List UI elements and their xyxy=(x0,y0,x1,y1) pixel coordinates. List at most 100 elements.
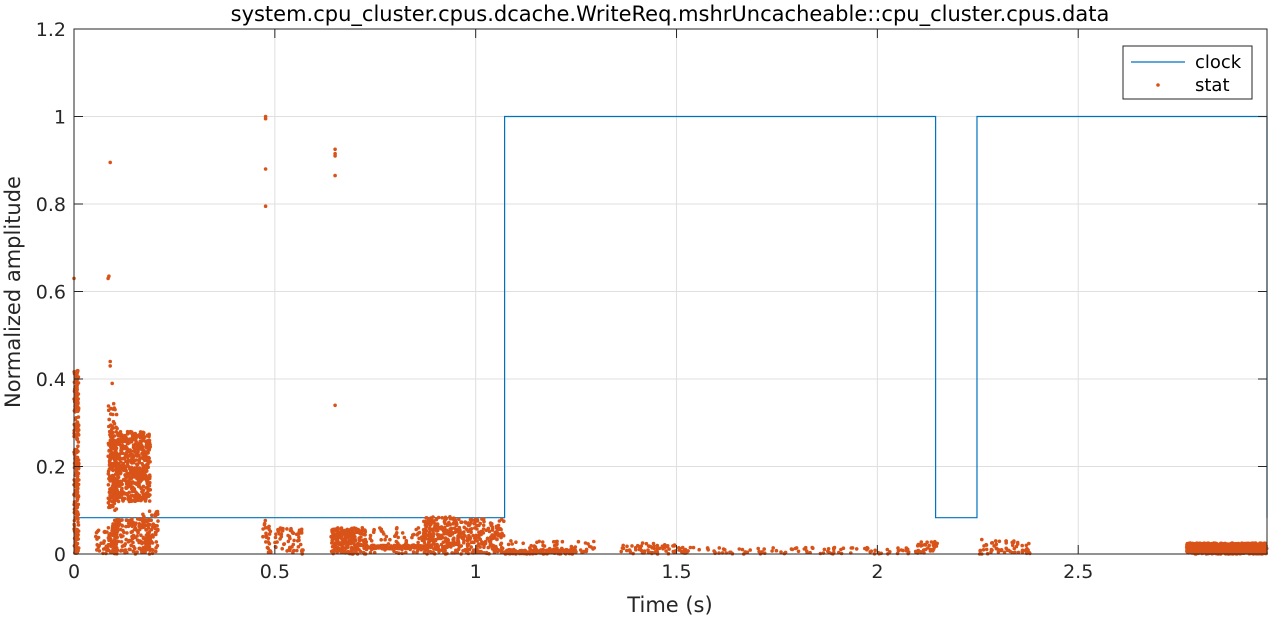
stat-point xyxy=(129,460,133,465)
stat-point xyxy=(472,522,477,526)
stat-point xyxy=(482,543,486,548)
stat-point xyxy=(138,476,143,481)
stat-point xyxy=(121,438,125,443)
stat-point xyxy=(374,544,379,549)
stat-point xyxy=(280,529,284,533)
stat-point xyxy=(108,538,112,542)
stat-point xyxy=(333,173,337,178)
stat-point xyxy=(532,544,537,548)
stat-point xyxy=(125,518,129,523)
stat-point xyxy=(72,452,77,457)
stat-point xyxy=(129,493,134,498)
stat-point xyxy=(76,517,80,522)
stat-point xyxy=(497,519,502,523)
stat-point xyxy=(691,545,696,550)
stat-point xyxy=(76,482,81,487)
stat-point xyxy=(348,538,352,542)
stat-point xyxy=(96,528,101,533)
stat-point xyxy=(123,439,128,444)
stat-point xyxy=(109,430,114,435)
stat-point xyxy=(1258,541,1262,545)
stat-point xyxy=(137,493,142,498)
stat-point xyxy=(925,540,929,544)
stat-point xyxy=(290,530,295,535)
stat-point xyxy=(1257,544,1261,549)
stat-point xyxy=(454,550,459,555)
stat-point xyxy=(1248,542,1253,547)
stat-point xyxy=(811,546,815,550)
stat-point xyxy=(106,404,111,408)
stat-point xyxy=(108,452,113,457)
stat-point xyxy=(490,522,494,526)
stat-point xyxy=(111,401,116,406)
stat-point xyxy=(75,544,79,549)
stat-point xyxy=(108,493,112,498)
stat-point xyxy=(832,546,836,550)
stat-point xyxy=(128,470,133,475)
stat-point xyxy=(1247,551,1252,556)
stat-point xyxy=(147,444,152,449)
stat-point xyxy=(333,403,337,408)
stat-point xyxy=(762,547,766,551)
stat-point xyxy=(465,543,470,547)
stat-point xyxy=(473,517,478,521)
stat-point xyxy=(275,540,279,544)
stat-point xyxy=(108,160,112,165)
stat-point xyxy=(134,521,138,525)
stat-point xyxy=(926,546,930,550)
stat-point xyxy=(481,523,486,528)
stat-point xyxy=(996,550,1001,554)
stat-point xyxy=(132,524,137,528)
stat-point xyxy=(740,547,745,552)
stat-point xyxy=(448,515,452,519)
stat-point xyxy=(521,541,525,546)
stat-point xyxy=(132,454,136,459)
stat-point xyxy=(111,454,115,459)
stat-point xyxy=(146,544,151,548)
stat-point xyxy=(980,537,984,542)
stat-point xyxy=(638,546,643,551)
stat-point xyxy=(475,527,479,531)
stat-point xyxy=(144,496,148,501)
stat-point xyxy=(400,551,405,556)
stat-point xyxy=(997,539,1002,544)
stat-point xyxy=(142,474,147,479)
stat-point xyxy=(351,547,356,552)
stat-point xyxy=(124,537,128,542)
stat-point xyxy=(147,509,152,513)
stat-point xyxy=(118,471,122,476)
stat-point xyxy=(642,549,647,553)
stat-point xyxy=(339,527,344,531)
stat-point xyxy=(935,541,939,546)
stat-point xyxy=(485,536,490,541)
stat-point xyxy=(337,531,342,536)
stat-point xyxy=(509,539,513,543)
stat-point xyxy=(487,529,492,534)
stat-point xyxy=(625,548,629,553)
stat-point xyxy=(351,537,355,541)
stat-point xyxy=(133,535,138,540)
stat-point xyxy=(457,534,462,539)
stat-point xyxy=(282,542,287,546)
stat-point xyxy=(416,540,420,545)
stat-point xyxy=(620,546,625,550)
stat-point xyxy=(430,544,434,549)
stat-point xyxy=(117,465,121,470)
stat-point xyxy=(931,547,936,551)
stat-point xyxy=(354,546,359,551)
stat-point xyxy=(116,442,121,447)
stat-point xyxy=(822,547,827,552)
stat-point xyxy=(463,520,468,524)
stat-point xyxy=(123,466,128,471)
stat-point xyxy=(481,527,486,531)
stat-point xyxy=(394,539,399,544)
stat-point xyxy=(72,399,77,404)
stat-point xyxy=(404,539,409,543)
stat-point xyxy=(295,539,300,543)
stat-point xyxy=(113,526,118,530)
stat-point xyxy=(141,535,146,540)
legend-box xyxy=(1122,45,1253,100)
stat-point xyxy=(145,540,149,544)
x-tick-labels: 0 0.5 1 1.5 2 2.5 xyxy=(68,561,1093,583)
stat-point xyxy=(111,412,115,417)
